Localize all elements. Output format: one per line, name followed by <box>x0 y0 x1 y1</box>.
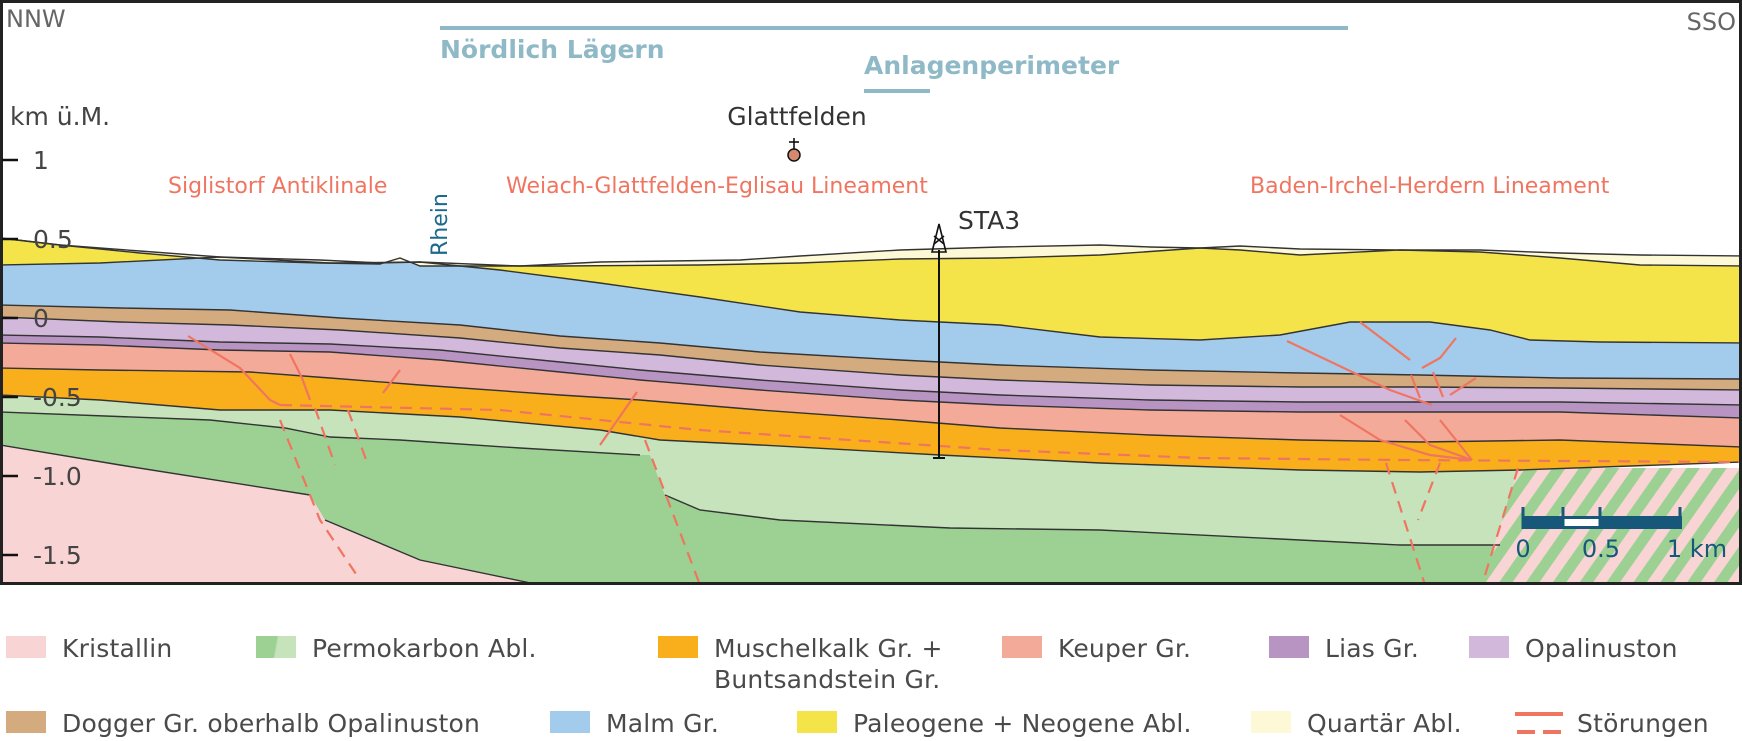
layer-kristallin <box>2 445 531 583</box>
fault-dashed <box>1481 467 1520 583</box>
legend-label: Störungen <box>1577 709 1709 738</box>
siting-region-label: Nördlich Lägern <box>440 35 665 64</box>
legend-swatch-tertiaer <box>797 711 837 733</box>
axis-tick-label: -1.0 <box>33 462 82 491</box>
legend: Kristallin Permokarbon Abl. Muschelkalk … <box>0 620 1742 741</box>
legend-label: Permokarbon Abl. <box>312 634 537 663</box>
faults-inferred <box>278 403 1740 583</box>
layer-lias <box>2 335 1740 418</box>
river-label: Rhein <box>428 193 453 256</box>
legend-swatch-quartaer <box>1251 711 1291 733</box>
legend-item-tertiaer: Paleogene + Neogene Abl. <box>797 708 1192 739</box>
fault-solid <box>1449 377 1477 396</box>
legend-label: Lias Gr. <box>1325 634 1420 663</box>
layer-permokarbon-dark <box>2 412 1519 583</box>
legend-swatch-dogger <box>6 711 46 733</box>
fault-solid <box>1339 414 1473 462</box>
legend-item-opalinuston: Opalinuston <box>1469 633 1678 664</box>
legend-label: Dogger Gr. oberhalb Opalinuston <box>62 709 481 738</box>
fault-solid <box>1431 371 1445 398</box>
fault-solid <box>1404 419 1473 462</box>
legend-label: Quartär Abl. <box>1307 709 1462 738</box>
legend-label: Paleogene + Neogene Abl. <box>853 709 1192 738</box>
legend-item-quartaer: Quartär Abl. <box>1251 708 1462 739</box>
fault-solid <box>289 353 312 401</box>
fault-dashed <box>1384 462 1426 583</box>
fault-solid <box>599 391 638 446</box>
legend-swatch-keuper <box>1002 636 1042 658</box>
legend-item-keuper: Keuper Gr. <box>1002 633 1191 664</box>
legend-label: Opalinuston <box>1525 634 1678 663</box>
borehole-sta3 <box>930 223 948 459</box>
layer-boundaries <box>2 237 1740 583</box>
geological-cross-section: 1 0.5 0 -0.5 -1.0 -1.5 km ü.M. NNW SSO Nördli… <box>0 0 1742 585</box>
legend-label-line2: Buntsandstein Gr. <box>714 665 941 694</box>
legend-swatch-kristallin <box>6 636 46 658</box>
legend-item-dogger: Dogger Gr. oberhalb Opalinuston <box>6 708 480 739</box>
y-axis: 1 0.5 0 -0.5 -1.0 -1.5 <box>2 146 82 570</box>
facility-perimeter-label: Anlagenperimeter <box>864 51 1120 80</box>
legend-item-kristallin: Kristallin <box>6 633 172 664</box>
legend-item-lias: Lias Gr. <box>1269 633 1419 664</box>
layer-permokarbon-light <box>2 395 1520 545</box>
legend-swatch-muschelkalk <box>658 636 698 658</box>
legend-label: Malm Gr. <box>606 709 720 738</box>
legend-label: Kristallin <box>62 634 173 663</box>
scale-label-1km: 1 km <box>1667 535 1727 563</box>
layer-dogger <box>2 305 1740 390</box>
structure-label-middle: Weiach-Glattfelden-Eglisau Lineament <box>506 174 928 199</box>
axis-tick-label: 0 <box>33 304 49 333</box>
legend-item-faults: Störungen <box>1513 708 1709 739</box>
layer-muschelkalk <box>2 368 1740 472</box>
fault-solid <box>1409 374 1422 399</box>
fault-solid <box>1421 337 1457 369</box>
axis-tick-label: -1.5 <box>33 541 82 570</box>
fault-dashed <box>278 419 361 581</box>
fault-solid <box>1439 419 1473 461</box>
axis-unit-label: km ü.M. <box>10 102 110 131</box>
legend-label-line1: Muschelkalk Gr. + <box>714 634 943 663</box>
legend-item-permokarbon: Permokarbon Abl. <box>256 633 537 664</box>
fault-dashed <box>279 403 1740 464</box>
church-icon <box>787 138 801 162</box>
orientation-left: NNW <box>6 5 66 33</box>
fault-solid <box>1286 340 1433 407</box>
fault-dashed <box>346 409 370 466</box>
layer-opalinuston <box>2 317 1740 405</box>
legend-swatch-malm <box>550 711 590 733</box>
legend-item-muschelkalk: Muschelkalk Gr. + Buntsandstein Gr. <box>658 633 943 695</box>
scale-bar: 0 0.5 1 km <box>1515 507 1727 563</box>
legend-swatch-permokarbon <box>256 636 296 658</box>
fault-dashed <box>643 439 701 583</box>
fault-solid <box>1359 321 1411 361</box>
orientation-right: SSO <box>1687 8 1736 36</box>
fault-dashed <box>1416 462 1442 521</box>
axis-tick-label: -0.5 <box>33 383 82 412</box>
scale-label-half: 0.5 <box>1582 535 1620 563</box>
faults <box>187 321 1477 462</box>
legend-item-malm: Malm Gr. <box>550 708 719 739</box>
scale-label-0: 0 <box>1515 535 1530 563</box>
fault-solid <box>382 369 401 394</box>
village-label: Glattfelden <box>727 102 866 131</box>
structure-label-right: Baden-Irchel-Herdern Lineament <box>1250 174 1610 199</box>
layer-keuper <box>2 343 1740 447</box>
fault-solid <box>187 335 281 406</box>
section-frame <box>0 0 1742 585</box>
axis-tick-label: 0.5 <box>33 225 73 254</box>
legend-swatch-faults <box>1515 712 1563 734</box>
strata-group <box>2 223 1740 583</box>
drill-rig-icon <box>930 223 948 253</box>
legend-label: Muschelkalk Gr. + Buntsandstein Gr. <box>714 633 943 695</box>
legend-label: Keuper Gr. <box>1058 634 1192 663</box>
legend-swatch-opalinuston <box>1469 636 1509 658</box>
fault-dashed <box>313 407 337 466</box>
legend-swatch-lias <box>1269 636 1309 658</box>
axis-tick-label: 1 <box>33 146 49 175</box>
borehole-label: STA3 <box>958 206 1020 235</box>
structure-label-left: Siglistorf Antiklinale <box>168 174 387 199</box>
